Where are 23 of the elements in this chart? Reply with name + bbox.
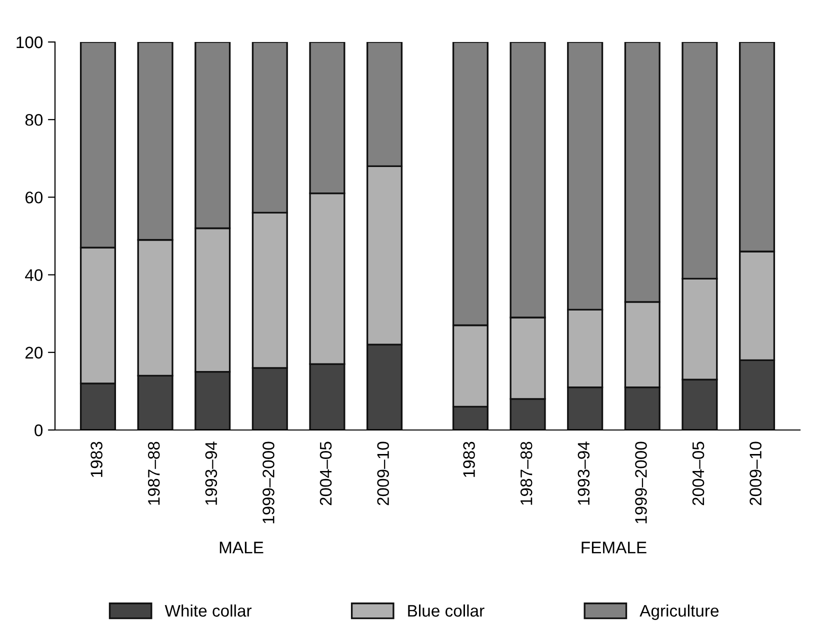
x-axis-title: MALE — [220, 542, 264, 554]
y-tick-label: 80 — [25, 114, 43, 126]
x-tick-label: 1987–88 — [520, 442, 532, 505]
legend-label: Agriculture — [640, 604, 719, 620]
legend-label: White collar — [164, 604, 252, 617]
y-tick-label: 100 — [16, 36, 43, 48]
y-tick-label: 60 — [26, 192, 43, 204]
x-axis-title: FEMALE — [582, 542, 646, 554]
y-tick-label: 20 — [25, 346, 43, 359]
x-tick-label: 1987–88 — [148, 442, 160, 505]
x-tick-label: 1999–2000 — [635, 442, 647, 524]
x-tick-label: 2004–05 — [692, 442, 704, 506]
x-tick-label: 1983 — [463, 442, 475, 477]
x-tick-label: 2004–05 — [320, 442, 332, 506]
x-tick-label: 1999–2000 — [262, 442, 274, 524]
y-tick-label: 40 — [25, 269, 43, 282]
x-tick-label: 1993–94 — [205, 442, 218, 505]
x-tick-label: 2009–10 — [750, 442, 762, 506]
x-tick-label: 1983 — [90, 442, 102, 477]
x-tick-label: 2009–10 — [377, 442, 389, 506]
legend-label: Blue collar — [408, 604, 484, 617]
x-tick-label: 1993–94 — [578, 442, 590, 505]
y-tick-label: 0 — [34, 424, 43, 436]
